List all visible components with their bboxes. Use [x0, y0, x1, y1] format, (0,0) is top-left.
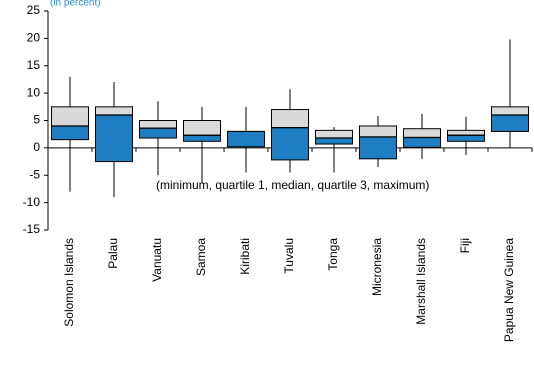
box-upper-quartile [315, 129, 353, 139]
category-label: Papua New Guinea [502, 238, 516, 342]
box-0 [51, 76, 89, 192]
y-tick-label: 25 [27, 3, 41, 17]
category-labels: Solomon Islands Palau Vanuatu Samoa Kiribati… [62, 238, 516, 342]
box-10 [491, 39, 529, 148]
box-lower-quartile [315, 137, 353, 145]
box-upper-quartile [51, 106, 89, 127]
box-lower-quartile [447, 134, 485, 142]
y-tick-label: -10 [23, 195, 41, 209]
category-label: Solomon Islands [62, 238, 76, 327]
box-7 [359, 116, 397, 168]
box-upper-quartile [359, 125, 397, 138]
box-3 [183, 106, 221, 184]
box-2 [139, 101, 177, 176]
y-tick-label: 5 [33, 113, 40, 127]
box-lower-quartile [403, 136, 441, 148]
y-tick-label: -15 [23, 222, 41, 236]
box-upper-quartile [491, 106, 529, 116]
box-lower-quartile [51, 125, 89, 141]
legend-annotation: (minimum, quartile 1, median, quartile 3… [156, 178, 429, 192]
category-label: Samoa [194, 238, 208, 276]
category-label: Micronesia [370, 238, 384, 296]
category-label: Fiji [458, 238, 472, 253]
category-label: Tonga [326, 238, 340, 271]
category-label: Marshall Islands [414, 238, 428, 325]
box-5 [271, 89, 309, 173]
box-lower-quartile [95, 114, 133, 163]
box-1 [95, 82, 133, 198]
box-6 [315, 127, 353, 173]
y-tick-label: 15 [27, 58, 41, 72]
box-lower-quartile [271, 127, 309, 161]
box-upper-quartile [447, 129, 485, 136]
box-4 [227, 106, 265, 173]
box-upper-quartile [139, 120, 177, 129]
category-label: Vanuatu [150, 238, 164, 282]
box-8 [403, 113, 441, 159]
box-upper-quartile [183, 120, 221, 136]
box-lower-quartile [139, 127, 177, 139]
box-lower-quartile [227, 130, 265, 148]
box-9 [447, 116, 485, 155]
box-upper-quartile [403, 128, 441, 138]
box-lower-quartile [359, 136, 397, 160]
category-label: Kiribati [238, 238, 252, 275]
category-label: Palau [106, 238, 120, 269]
y-tick-label: 10 [27, 85, 41, 99]
box-lower-quartile [491, 114, 529, 132]
y-tick-label: 0 [33, 140, 40, 154]
y-tick-label: -5 [29, 167, 40, 181]
y-tick-label: 20 [27, 31, 41, 45]
boxes [51, 39, 529, 198]
box-upper-quartile [271, 109, 309, 129]
unit-label: (in percent) [50, 0, 101, 9]
box-upper-quartile [95, 106, 133, 116]
category-label: Tuvalu [282, 238, 296, 274]
box-lower-quartile [183, 134, 221, 142]
